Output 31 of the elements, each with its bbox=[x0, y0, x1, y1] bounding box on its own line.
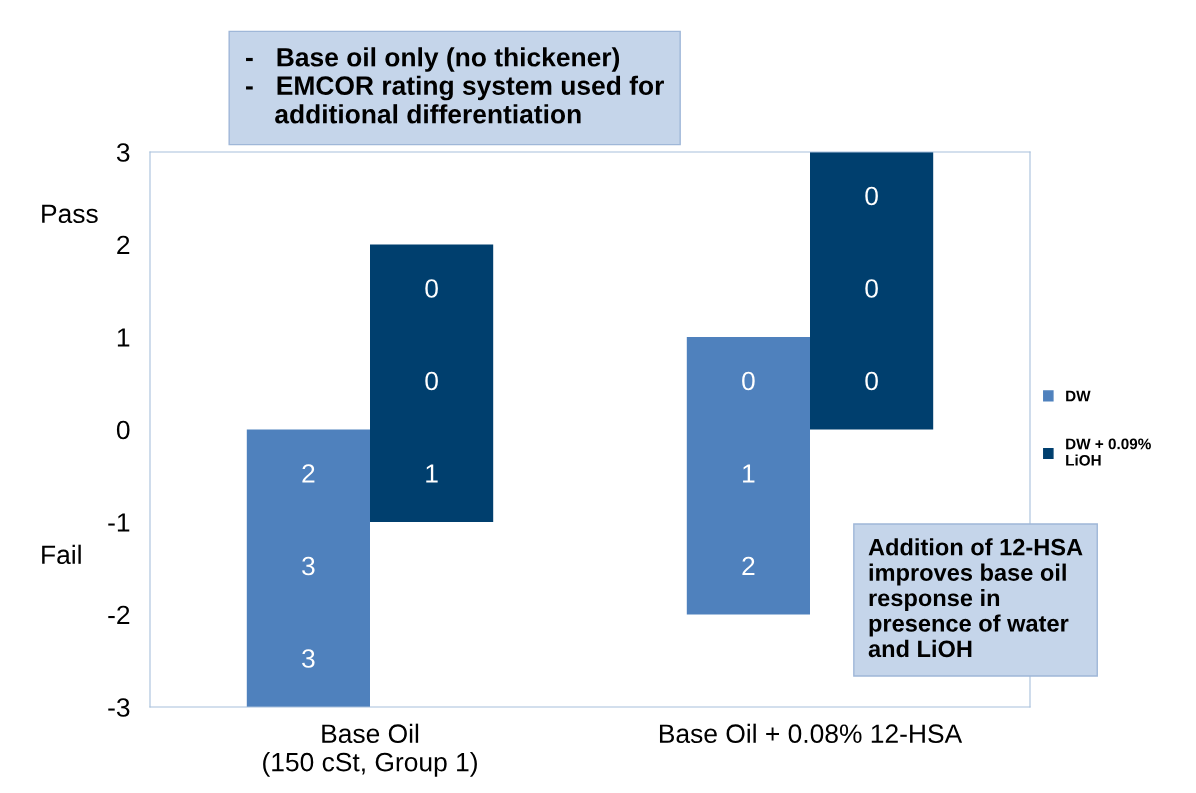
y-tick-label: -1 bbox=[108, 513, 130, 532]
text: 1 bbox=[426, 464, 438, 483]
y-tick-label: 0 bbox=[116, 420, 130, 440]
legend-label: DW bbox=[1066, 390, 1091, 402]
text: 0 bbox=[865, 371, 878, 391]
text: 2 bbox=[302, 464, 315, 483]
annotation: Addition of 12-HSA improves base oil response in presence of water and LiOH bbox=[868, 538, 1083, 658]
text: 3 bbox=[302, 556, 315, 576]
bar bbox=[686, 337, 810, 615]
legend-label: DW + 0.09% LiOH bbox=[1066, 438, 1151, 466]
text: 0 bbox=[865, 279, 878, 298]
text: 0 bbox=[425, 279, 438, 298]
text: 0 bbox=[865, 186, 878, 206]
text: 2 bbox=[742, 556, 755, 576]
y-tick-label: -3 bbox=[108, 698, 130, 717]
x-tick-label: Base Oil (150 cSt, Group 1) bbox=[263, 723, 477, 777]
bar bbox=[370, 244, 494, 522]
text: 1 bbox=[743, 464, 755, 483]
text: 0 bbox=[742, 371, 755, 391]
y-tick-label: 1 bbox=[117, 328, 130, 347]
bar bbox=[810, 152, 934, 430]
text: Pass bbox=[42, 204, 98, 224]
bar bbox=[246, 429, 370, 707]
y-tick-label: 3 bbox=[116, 143, 130, 162]
text: Fail bbox=[42, 544, 81, 565]
y-tick-label: 2 bbox=[117, 235, 130, 255]
text: 0 bbox=[425, 371, 438, 391]
text: - Base oil only (no thickener) - EMCOR rating system used for additional differentiation bbox=[246, 47, 664, 124]
x-tick-label: Base Oil + 0.08% 12-HSA bbox=[659, 723, 963, 744]
text: 3 bbox=[302, 649, 315, 668]
y-tick-label: -2 bbox=[108, 605, 130, 625]
